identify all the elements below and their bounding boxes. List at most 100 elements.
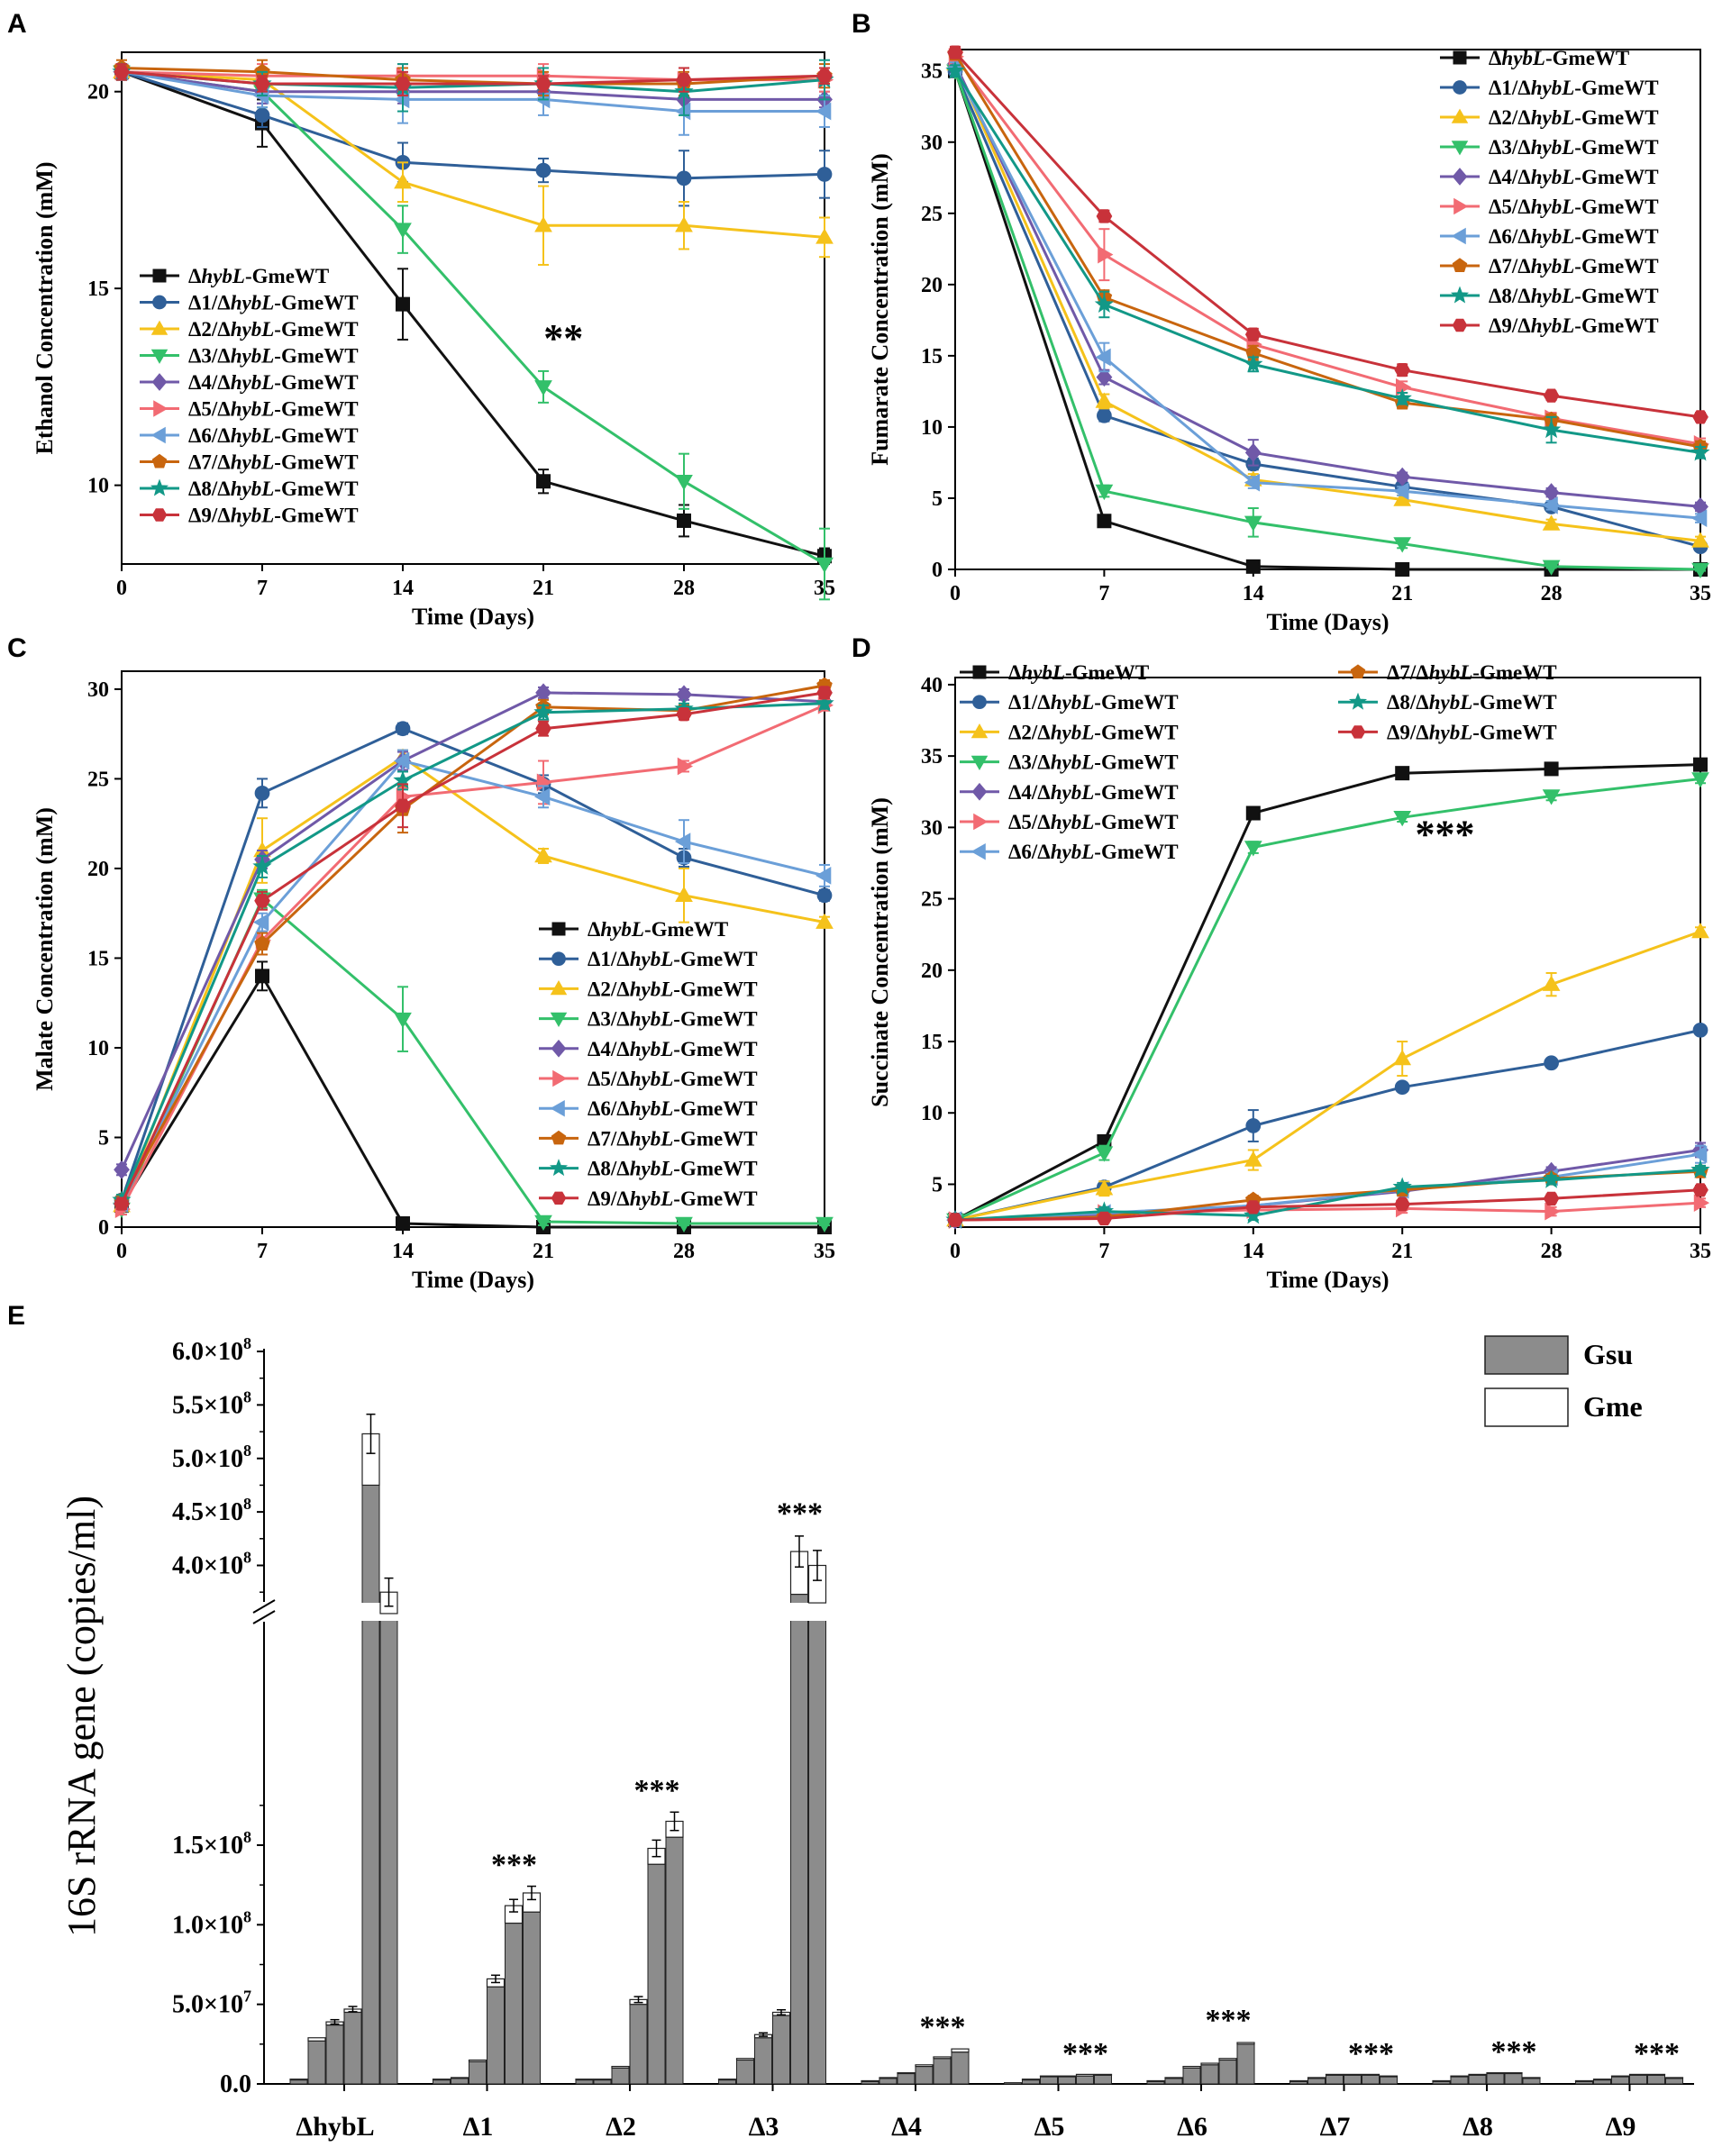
panel-letter: A [7,9,27,39]
series-line [954,930,1701,1222]
data-point [1542,975,1561,991]
significance-mark: *** [634,1774,680,1807]
bar-gme [1379,2075,1399,2078]
legend-label: Δ5/ΔhybL-GmeWT [1489,196,1659,218]
bar-gme [717,2079,737,2081]
bar-group [717,1535,827,2085]
data-point [1095,348,1111,367]
y-tick-label: 6.0×108 [172,1334,251,1366]
bar-gme [1164,2077,1183,2079]
bar-gsu [1058,2076,1076,2085]
y-tick-label: 5 [932,487,943,511]
y-tick-label: 5.5×108 [172,1387,251,1419]
legend-marker [552,1069,568,1087]
data-point [676,170,692,186]
data-point [535,722,551,736]
legend-item: Δ1/ΔhybL-GmeWT [960,691,1179,714]
bar-gme [1325,2073,1344,2076]
x-tick-label: 21 [533,577,554,600]
x-tick-label: 7 [1098,1240,1109,1263]
x-tick-label: 7 [1098,582,1109,605]
x-tick-label: 7 [257,1240,268,1263]
legend-label: Gsu [1583,1338,1633,1370]
data-point [1690,442,1710,461]
legend-label: Δ5/ΔhybL-GmeWT [588,1068,758,1090]
bar-gme [1610,2075,1630,2078]
legend-item: Δ6/ΔhybL-GmeWT [1440,225,1659,248]
data-point [1244,1205,1263,1224]
legend-label: ΔhybL-GmeWT [1489,47,1629,69]
legend-item: Δ2/ΔhybL-GmeWT [960,721,1179,743]
legend-marker [550,1012,568,1028]
bar-gme [1236,2042,1255,2045]
legend-label: Δ2/ΔhybL-GmeWT [1008,721,1179,743]
series-line [953,70,1700,571]
bar-gsu [1022,2079,1040,2085]
legend: ΔhybL-GmeWT Δ1/ΔhybL-GmeWT Δ2/ΔhybL-GmeWT Δ… [1440,47,1659,337]
data-point [1394,1079,1410,1096]
legend-marker [150,426,166,444]
bar-gme [1289,2079,1308,2082]
data-point [1396,378,1412,396]
bar-gsu [933,2058,952,2085]
y-axis-label: 16S rRNA gene (copies/ml) [59,1496,104,1937]
data-point [1692,410,1708,424]
bar-gsu [505,1923,523,2085]
data-point [1542,559,1561,576]
legend-label: Δ8/ΔhybL-GmeWT [1489,285,1659,307]
data-point [396,296,410,312]
x-tick-label: 21 [533,1240,554,1263]
y-tick-label: 35 [921,60,943,84]
data-point [816,167,833,182]
y-tick-label: 0 [98,1216,109,1240]
bar-gsu [611,2067,630,2085]
data-point [1692,1183,1708,1197]
x-tick-label: 21 [1391,582,1413,605]
plot-frame [121,51,825,565]
panel-c: C 0 7 14 21 28 35 0 5 10 15 20 25 30 Time (Days) Malate… [7,633,835,1293]
data-point [1393,1049,1412,1066]
legend-item: ΔhybL-GmeWT [539,918,728,941]
series-line [121,70,825,86]
data-point [1244,1151,1262,1167]
legend-item: Δ3/ΔhybL-GmeWT [539,1008,758,1031]
data-point [1244,442,1262,462]
legend-item: Δ3/ΔhybL-GmeWT [960,751,1179,774]
bar-gsu [1040,2076,1058,2085]
series-8 [945,60,1710,461]
x-tick-label: 28 [1541,582,1563,605]
bar-gsu [754,2037,772,2085]
legend-label: Δ8/ΔhybL-GmeWT [188,478,359,500]
x-axis-label: Time (Days) [1266,609,1389,635]
bar-gsu [325,2024,344,2085]
bar-gme [1574,2079,1594,2082]
legend-label: Δ7/ΔhybL-GmeWT [188,451,359,474]
legend-marker [551,951,566,967]
series-line [953,51,1701,419]
bar-gme [1307,2077,1326,2079]
bar-gsu [1486,2073,1505,2085]
legend-label: Δ4/ΔhybL-GmeWT [188,371,359,394]
series-line [953,70,1701,571]
data-point [1692,1022,1708,1038]
data-point [1394,467,1411,487]
legend-label: Δ2/ΔhybL-GmeWT [588,978,758,1000]
bar-gsu [307,2040,326,2085]
bar-group [575,1811,684,2085]
group-label: Δ4 [891,2112,922,2142]
data-point [815,913,834,929]
data-point [1542,496,1558,514]
bar-gsu [915,2066,934,2085]
data-point [1542,514,1561,531]
bar-gme [1075,2073,1095,2077]
bar-gsu [1665,2078,1683,2085]
y-axis-label: Ethanol Concentration (mM) [32,162,58,455]
legend: Gsu Gme [1484,1335,1643,1427]
legend-marker [151,373,168,391]
x-tick-label: 14 [1243,1240,1264,1263]
legend-item: Δ6/ΔhybL-GmeWT [960,841,1179,863]
y-tick-label: 5 [932,1173,943,1196]
data-point [533,702,553,721]
data-point [1690,1160,1710,1178]
